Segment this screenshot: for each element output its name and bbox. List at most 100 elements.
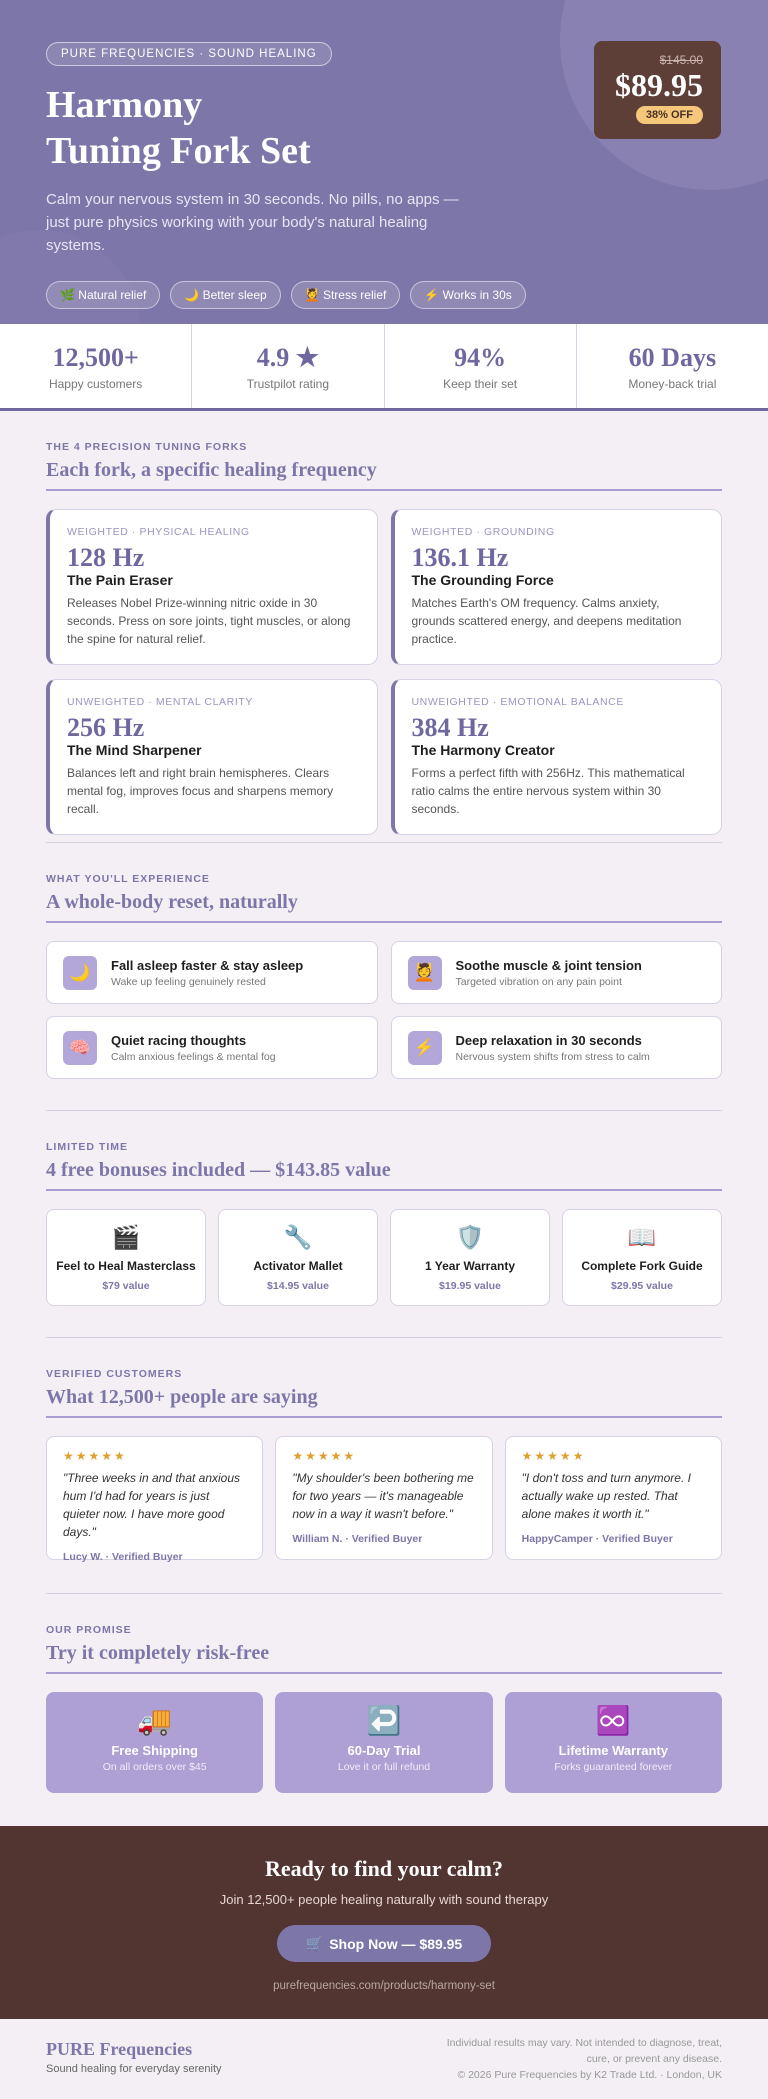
experience-item: 🧠 Quiet racing thoughts Calm anxious feeli… xyxy=(46,1016,378,1079)
review-grid: ★★★★★ "Three weeks in and that anxious hu… xyxy=(46,1436,722,1563)
review-author: Lucy W. · Verified Buyer xyxy=(63,1551,183,1563)
fork-tag: WEIGHTED · PHYSICAL HEALING xyxy=(67,526,250,538)
section-heading: A whole-body reset, naturally xyxy=(46,885,722,923)
section-heading: Try it completely risk-free xyxy=(46,1636,722,1674)
review-card: ★★★★★ "My shoulder's been bothering me fo… xyxy=(275,1436,493,1560)
hero: PURE FREQUENCIES · SOUND HEALING Harmony T… xyxy=(0,0,768,324)
stat-label: Happy customers xyxy=(48,377,143,391)
section-inner: WHAT YOU'LL EXPERIENCE A whole-body reset… xyxy=(46,873,722,1111)
fork-hz: 384 Hz xyxy=(411,713,489,742)
fork-name: The Grounding Force xyxy=(411,572,554,588)
eyebrow: LIMITED TIME xyxy=(46,1141,128,1153)
experience-item: 🌙 Fall asleep faster & stay asleep Wake up… xyxy=(46,941,378,1004)
bonus-name: 1 Year Warranty xyxy=(424,1259,516,1273)
experience-title: Soothe muscle & joint tension xyxy=(455,957,642,973)
stat-value: 12,500+ xyxy=(52,343,139,372)
price-box: $145.00 $89.95 38% OFF xyxy=(594,41,721,139)
bonus-name: Activator Mallet xyxy=(253,1259,343,1273)
fork-desc: Matches Earth's OM frequency. Calms anxi… xyxy=(411,596,682,646)
bonus-name: Complete Fork Guide xyxy=(581,1259,703,1273)
promise-sub: Love it or full refund xyxy=(337,1761,431,1773)
experience-title: Quiet racing thoughts xyxy=(111,1032,247,1048)
benefit-tag: 🌙 Better sleep xyxy=(170,281,281,309)
experience-section: WHAT YOU'LL EXPERIENCE A whole-body reset… xyxy=(0,843,768,1111)
stat: 4.9 ★ Trustpilot rating xyxy=(192,324,385,408)
promise-card: ↩️ 60-Day Trial Love it or full refund xyxy=(275,1692,493,1793)
bonus-value: $29.95 value xyxy=(611,1280,673,1292)
review-quote: "Three weeks in and that anxious hum I'd… xyxy=(63,1471,241,1539)
experience-icon: 🌙 xyxy=(63,955,97,990)
experience-icon: ⚡ xyxy=(407,1030,442,1065)
experience-text: Deep relaxation in 30 seconds Nervous sys… xyxy=(456,1033,650,1063)
forks-section: THE 4 PRECISION TUNING FORKS Each fork, a… xyxy=(0,411,768,843)
promise-grid: 🚚 Free Shipping On all orders over $45 ↩️ 60… xyxy=(46,1692,722,1793)
review-stars: ★★★★★ xyxy=(63,1449,127,1463)
experience-icon: 💆 xyxy=(407,955,442,990)
benefit-tag: 🌿 Natural relief xyxy=(46,281,161,309)
cta-button-wrap: 🛒 Shop Now — $89.95 xyxy=(0,1907,768,1962)
stat-label: Trustpilot rating xyxy=(246,377,329,391)
section-heading: 4 free bonuses included — $143.85 value xyxy=(46,1153,722,1191)
eyebrow: VERIFIED CUSTOMERS xyxy=(46,1368,183,1380)
footer-brand-block: PURE Frequencies Sound healing for everyd… xyxy=(46,2039,222,2099)
experience-sub: Targeted vibration on any pain point xyxy=(455,975,622,988)
fork-hz: 256 Hz xyxy=(67,713,145,742)
hero-title: Harmony Tuning Fork Set xyxy=(46,82,722,174)
fork-desc: Forms a perfect fifth with 256Hz. This m… xyxy=(411,766,685,816)
footer-brand: PURE Frequencies xyxy=(46,2039,193,2059)
fork-card: WEIGHTED · GROUNDING 136.1 Hz The Groundin… xyxy=(390,509,722,665)
promise-icon: ♾️ xyxy=(595,1705,631,1736)
review-quote: "I don't toss and turn anymore. I actual… xyxy=(521,1471,691,1521)
promise-card: 🚚 Free Shipping On all orders over $45 xyxy=(46,1692,264,1793)
section-inner: THE 4 PRECISION TUNING FORKS Each fork, a… xyxy=(46,441,722,843)
review-author: William N. · Verified Buyer xyxy=(292,1533,423,1545)
hero-badge: PURE FREQUENCIES · SOUND HEALING xyxy=(46,42,332,66)
promise-sub: On all orders over $45 xyxy=(102,1761,207,1773)
title-line: Tuning Fork Set xyxy=(46,130,311,172)
review-card: ★★★★★ "I don't toss and turn anymore. I a… xyxy=(504,1436,722,1560)
bonus-icon: 📖 xyxy=(627,1224,657,1250)
cta-section: Ready to find your calm? Join 12,500+ peo… xyxy=(0,1826,768,2019)
promise-title: Lifetime Warranty xyxy=(558,1743,668,1758)
stat: 60 Days Money-back trial xyxy=(577,324,768,408)
button-icon: 🛒 xyxy=(305,1935,324,1951)
experience-sub: Calm anxious feelings & mental fog xyxy=(111,1050,276,1063)
experience-title: Fall asleep faster & stay asleep xyxy=(111,957,304,973)
current-price: $89.95 xyxy=(615,67,703,103)
experience-sub: Wake up feeling genuinely rested xyxy=(111,975,266,988)
section-heading: What 12,500+ people are saying xyxy=(46,1380,722,1418)
fork-desc: Balances left and right brain hemisphere… xyxy=(67,766,334,816)
tag-icon: 🌿 xyxy=(60,288,75,302)
discount-badge: 38% OFF xyxy=(635,106,703,124)
stat: 94% Keep their set xyxy=(385,324,577,408)
stat-label: Keep their set xyxy=(443,377,518,391)
bonus-card: 🔧 Activator Mallet $14.95 value xyxy=(218,1209,378,1306)
fork-tag: WEIGHTED · GROUNDING xyxy=(411,526,555,538)
cta-sub: Join 12,500+ people healing naturally wi… xyxy=(219,1892,549,1907)
eyebrow: WHAT YOU'LL EXPERIENCE xyxy=(46,873,210,885)
fork-card: UNWEIGHTED · MENTAL CLARITY 256 Hz The Min… xyxy=(46,679,378,835)
shop-now-button[interactable]: 🛒 Shop Now — $89.95 xyxy=(277,1925,491,1962)
promise-icon: ↩️ xyxy=(366,1705,402,1736)
promise-title: 60-Day Trial xyxy=(347,1743,421,1758)
footer-disclaimer: Individual results may vary. Not intende… xyxy=(446,2037,722,2065)
footer: PURE Frequencies Sound healing for everyd… xyxy=(0,2019,768,2099)
benefit-tag: ⚡ Works in 30s xyxy=(410,281,526,309)
cta-url: purefrequencies.com/products/harmony-set xyxy=(273,1980,495,1992)
experience-grid: 🌙 Fall asleep faster & stay asleep Wake up… xyxy=(46,941,722,1079)
section-inner: LIMITED TIME 4 free bonuses included — $1… xyxy=(46,1141,722,1338)
bonus-icon: 🎬 xyxy=(111,1224,141,1250)
fork-name: The Pain Eraser xyxy=(67,572,173,588)
fork-name: The Mind Sharpener xyxy=(67,742,202,758)
stat-value: 4.9 ★ xyxy=(256,343,320,372)
bonus-card: 🛡️ 1 Year Warranty $19.95 value xyxy=(390,1209,550,1306)
fork-tag: UNWEIGHTED · MENTAL CLARITY xyxy=(67,696,253,708)
tag-icon: ⚡ xyxy=(424,288,440,302)
fork-grid: WEIGHTED · PHYSICAL HEALING 128 Hz The Pai… xyxy=(46,509,722,835)
section-inner: VERIFIED CUSTOMERS What 12,500+ people ar… xyxy=(46,1368,722,1594)
experience-item: ⚡ Deep relaxation in 30 seconds Nervous sy… xyxy=(390,1016,722,1079)
button-text: Shop Now — $89.95 xyxy=(329,1935,463,1952)
review-stars: ★★★★★ xyxy=(292,1449,357,1463)
